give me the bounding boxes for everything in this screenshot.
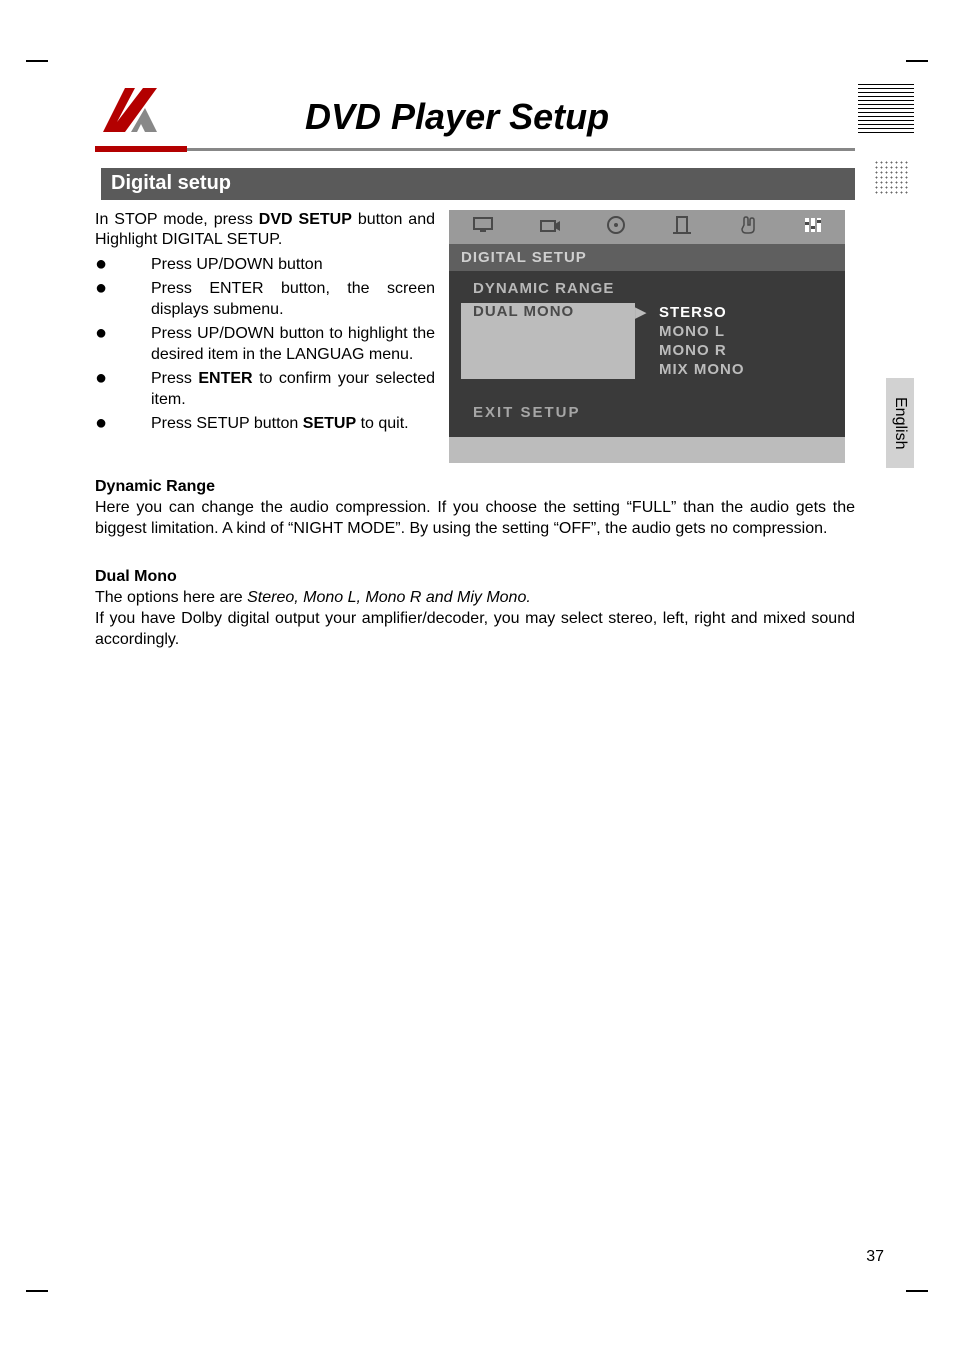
bullet-text: Press ENTER button, the screen displays …: [151, 279, 435, 320]
list-item: ●Press ENTER to confirm your selected it…: [95, 369, 435, 410]
hand-icon: [738, 215, 758, 239]
body-paragraph: Here you can change the audio compressio…: [95, 498, 855, 540]
osd-submenu: STERSO MONO L MONO R MIX MONO: [659, 303, 845, 379]
osd-footer: [449, 437, 845, 463]
osd-item-label: DYNAMIC RANGE: [449, 280, 635, 297]
list-item: ●Press UP/DOWN button: [95, 255, 435, 275]
intro-text: In STOP mode, press DVD SETUP button and…: [95, 210, 435, 251]
subsection-heading: Dual Mono: [95, 567, 855, 588]
osd-option-selected: STERSO: [659, 303, 845, 322]
bullet-text: Press SETUP button SETUP to quit.: [151, 414, 435, 434]
subsection-heading: Dynamic Range: [95, 477, 855, 498]
language-tab-label: English: [891, 397, 909, 449]
equalizer-icon: [803, 216, 823, 238]
bullet-text: Press ENTER to confirm your selected ite…: [151, 369, 435, 410]
monitor-icon: [472, 216, 494, 238]
osd-title: DIGITAL SETUP: [449, 244, 845, 271]
list-item: ●Press SETUP button SETUP to quit.: [95, 414, 435, 434]
section-heading: Digital setup: [95, 168, 855, 200]
speaker-icon: [671, 216, 693, 238]
crop-mark: [26, 60, 48, 62]
header-rule: [95, 146, 855, 164]
osd-tab-strip: [449, 210, 845, 244]
osd-option: MONO L: [659, 322, 845, 341]
osd-exit-label: EXIT SETUP: [449, 382, 845, 431]
chapter-title: DVD Player Setup: [305, 96, 609, 138]
list-item: ●Press ENTER button, the screen displays…: [95, 279, 435, 320]
list-item: ●Press UP/DOWN button to highlight the d…: [95, 324, 435, 365]
decorative-dots: [874, 160, 910, 196]
instruction-column: In STOP mode, press DVD SETUP button and…: [95, 210, 435, 463]
crop-mark: [906, 1290, 928, 1292]
body-paragraph: If you have Dolby digital output your am…: [95, 609, 855, 651]
brand-logo-icon: [95, 80, 165, 140]
osd-screenshot: DIGITAL SETUP DYNAMIC RANGE DUAL MONO ▶ …: [449, 210, 845, 463]
osd-option: MIX MONO: [659, 360, 845, 379]
disc-icon: [606, 215, 626, 239]
osd-menu-item: DYNAMIC RANGE: [449, 277, 845, 300]
osd-item-label: DUAL MONO: [461, 303, 635, 379]
decorative-lines: [858, 84, 914, 136]
chevron-right-icon: ▶: [635, 303, 659, 379]
crop-mark: [26, 1290, 48, 1292]
osd-menu-item-selected: DUAL MONO ▶ STERSO MONO L MONO R MIX MON…: [449, 300, 845, 382]
camera-icon: [539, 216, 561, 238]
body-paragraph: The options here are Stereo, Mono L, Mon…: [95, 588, 855, 609]
page-number: 37: [866, 1248, 884, 1266]
bullet-text: Press UP/DOWN button: [151, 255, 435, 275]
bullet-text: Press UP/DOWN button to highlight the de…: [151, 324, 435, 365]
language-tab: English: [886, 378, 914, 468]
osd-option: MONO R: [659, 341, 845, 360]
crop-mark: [906, 60, 928, 62]
